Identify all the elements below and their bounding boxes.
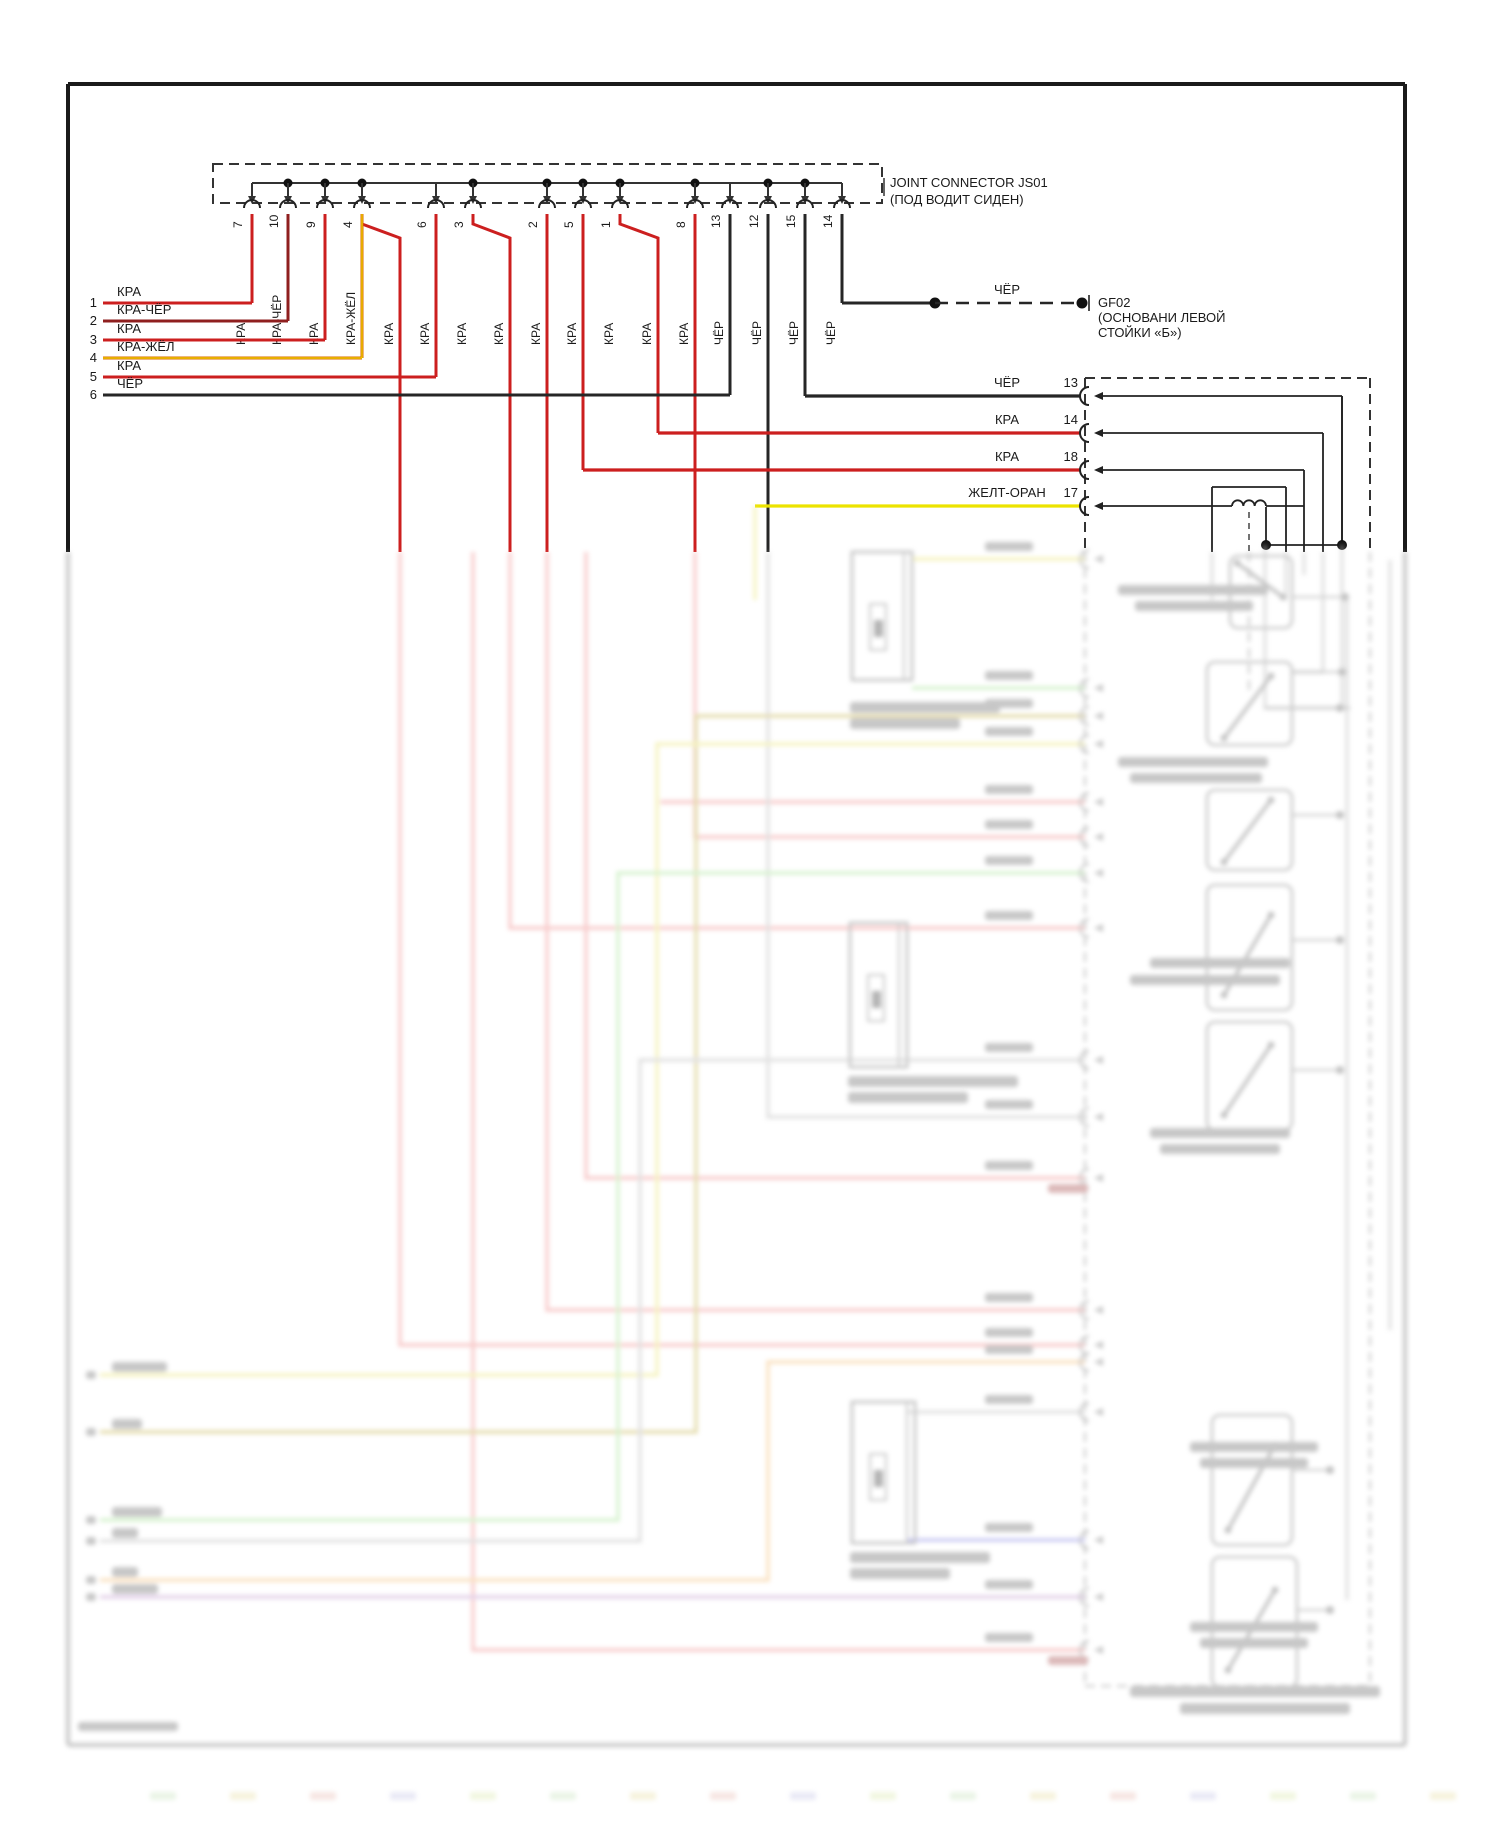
svg-text:14: 14 — [821, 214, 835, 228]
blurred-seat-connector — [985, 542, 1371, 1687]
svg-text:17: 17 — [1064, 485, 1078, 500]
svg-text:КРА: КРА — [529, 323, 543, 345]
svg-text:1: 1 — [90, 295, 97, 310]
svg-text:(ПОД ВОДИТ СИДЕН): (ПОД ВОДИТ СИДЕН) — [890, 192, 1024, 207]
svg-text:КРА-ЧЁР: КРА-ЧЁР — [117, 302, 171, 317]
jc-pin-9: 9 КРА — [304, 183, 334, 345]
joint-connector-js01: JOINT CONNECTOR JS01 (ПОД ВОДИТ СИДЕН) 7 КР… — [212, 163, 1048, 552]
svg-text:КРА: КРА — [117, 358, 141, 373]
jc-pin-6: 6 КРА — [415, 183, 445, 345]
svg-text:КРА: КРА — [565, 323, 579, 345]
sc-row-18: КРА 18 — [583, 449, 1305, 552]
svg-text:6: 6 — [415, 221, 429, 228]
svg-text:9: 9 — [304, 221, 318, 228]
jc-pin-2: 2 КРА — [526, 183, 556, 552]
svg-text:GF02: GF02 — [1098, 295, 1131, 310]
svg-text:КРА: КРА — [640, 323, 654, 345]
svg-text:13: 13 — [1064, 375, 1078, 390]
svg-text:4: 4 — [341, 221, 355, 228]
svg-text:12: 12 — [747, 214, 761, 228]
relay-coil — [1211, 486, 1287, 552]
svg-text:6: 6 — [90, 387, 97, 402]
left-row-2: 2 КРА-ЧЁР — [90, 214, 290, 328]
left-row-4: 4 КРА-ЖЁЛ — [90, 214, 364, 365]
svg-text:14: 14 — [1064, 412, 1078, 427]
svg-text:ЧЁР: ЧЁР — [787, 321, 801, 345]
svg-text:2: 2 — [526, 221, 540, 228]
svg-text:10: 10 — [267, 214, 281, 228]
svg-text:КРА: КРА — [307, 323, 321, 345]
blurred-page-border — [66, 552, 1407, 1747]
blurred-wires — [100, 506, 1392, 1652]
svg-text:СТОЙКИ «Б»): СТОЙКИ «Б») — [1098, 325, 1182, 340]
svg-text:КРА: КРА — [492, 323, 506, 345]
svg-text:КРА: КРА — [382, 323, 396, 345]
svg-text:КРА: КРА — [117, 284, 141, 299]
svg-text:8: 8 — [674, 221, 688, 228]
sc-row-13: ЧЁР 13 — [803, 214, 1343, 545]
jc-pin-13: 13 ЧЁР — [709, 183, 739, 345]
svg-text:ЧЁР: ЧЁР — [750, 321, 764, 345]
left-row-1: 1 КРА — [90, 214, 254, 310]
sc-row-14: КРА 14 — [658, 412, 1324, 552]
svg-text:15: 15 — [784, 214, 798, 228]
left-harness-rows: 1 КРА 2 КРА-ЧЁР 3 КРА 4 КРА-ЖЁЛ 5 КРА 6 ЧЁР — [90, 214, 732, 402]
jc-pin-5: 5 КРА — [562, 183, 592, 470]
svg-text:КРА: КРА — [995, 412, 1019, 427]
svg-text:ЧЁР: ЧЁР — [117, 376, 143, 391]
svg-text:КРА: КРА — [117, 321, 141, 336]
svg-text:5: 5 — [90, 369, 97, 384]
sharp-layer: JOINT CONNECTOR JS01 (ПОД ВОДИТ СИДЕН) 7 КР… — [66, 82, 1407, 552]
svg-text:КРА-ЖЁЛ: КРА-ЖЁЛ — [117, 339, 175, 354]
svg-text:4: 4 — [90, 350, 97, 365]
blurred-switches — [1205, 554, 1350, 1689]
svg-text:КРА: КРА — [234, 323, 248, 345]
jc-pin-4: 4 КРА-ЖЁЛ КРА — [341, 183, 402, 552]
svg-text:КРА: КРА — [455, 323, 469, 345]
svg-text:1: 1 — [599, 221, 613, 228]
svg-text:18: 18 — [1064, 449, 1078, 464]
svg-text:(ОСНОВАНИ ЛЕВОЙ: (ОСНОВАНИ ЛЕВОЙ — [1098, 310, 1225, 325]
blurred-components — [848, 550, 917, 1545]
svg-text:КРА: КРА — [677, 323, 691, 345]
svg-text:5: 5 — [562, 221, 576, 228]
svg-text:ЧЁР: ЧЁР — [994, 282, 1020, 297]
jc-pin-14: 14 ЧЁР — [821, 183, 851, 345]
svg-text:КРА: КРА — [995, 449, 1019, 464]
left-row-3: 3 КРА — [90, 214, 327, 347]
jc-pin-8: 8 КРА — [674, 183, 704, 552]
svg-text:13: 13 — [709, 214, 723, 228]
jc-pin-1: 1 КРА КРА — [599, 183, 660, 433]
jc-pin-15: 15 ЧЁР — [784, 183, 814, 345]
svg-text:ЧЁР: ЧЁР — [824, 321, 838, 345]
svg-text:3: 3 — [452, 221, 466, 228]
svg-text:2: 2 — [90, 313, 97, 328]
svg-text:КРА-ЖЁЛ: КРА-ЖЁЛ — [344, 292, 358, 345]
jc-pin-3: 3 КРА КРА — [452, 183, 512, 552]
svg-text:ЧЁР: ЧЁР — [712, 321, 726, 345]
svg-text:JOINT CONNECTOR JS01: JOINT CONNECTOR JS01 — [890, 175, 1048, 190]
svg-text:7: 7 — [231, 221, 245, 228]
svg-text:ЖЕЛТ-ОРАН: ЖЕЛТ-ОРАН — [968, 485, 1045, 500]
jc-pin-12: 12 ЧЁР — [747, 183, 777, 552]
sc-row-17: ЖЕЛТ-ОРАН 17 — [755, 485, 1232, 516]
page-border — [66, 82, 1407, 552]
bottom-color-marks — [150, 1792, 1456, 1800]
left-row-5: 5 КРА — [90, 214, 438, 384]
svg-text:КРА: КРА — [418, 323, 432, 345]
svg-text:ЧЁР: ЧЁР — [994, 375, 1020, 390]
blurred-labels — [78, 585, 1380, 1731]
blurred-lower-section — [66, 506, 1456, 1800]
svg-text:КРА: КРА — [602, 323, 616, 345]
left-row-6: 6 ЧЁР — [90, 214, 732, 402]
svg-text:3: 3 — [90, 332, 97, 347]
